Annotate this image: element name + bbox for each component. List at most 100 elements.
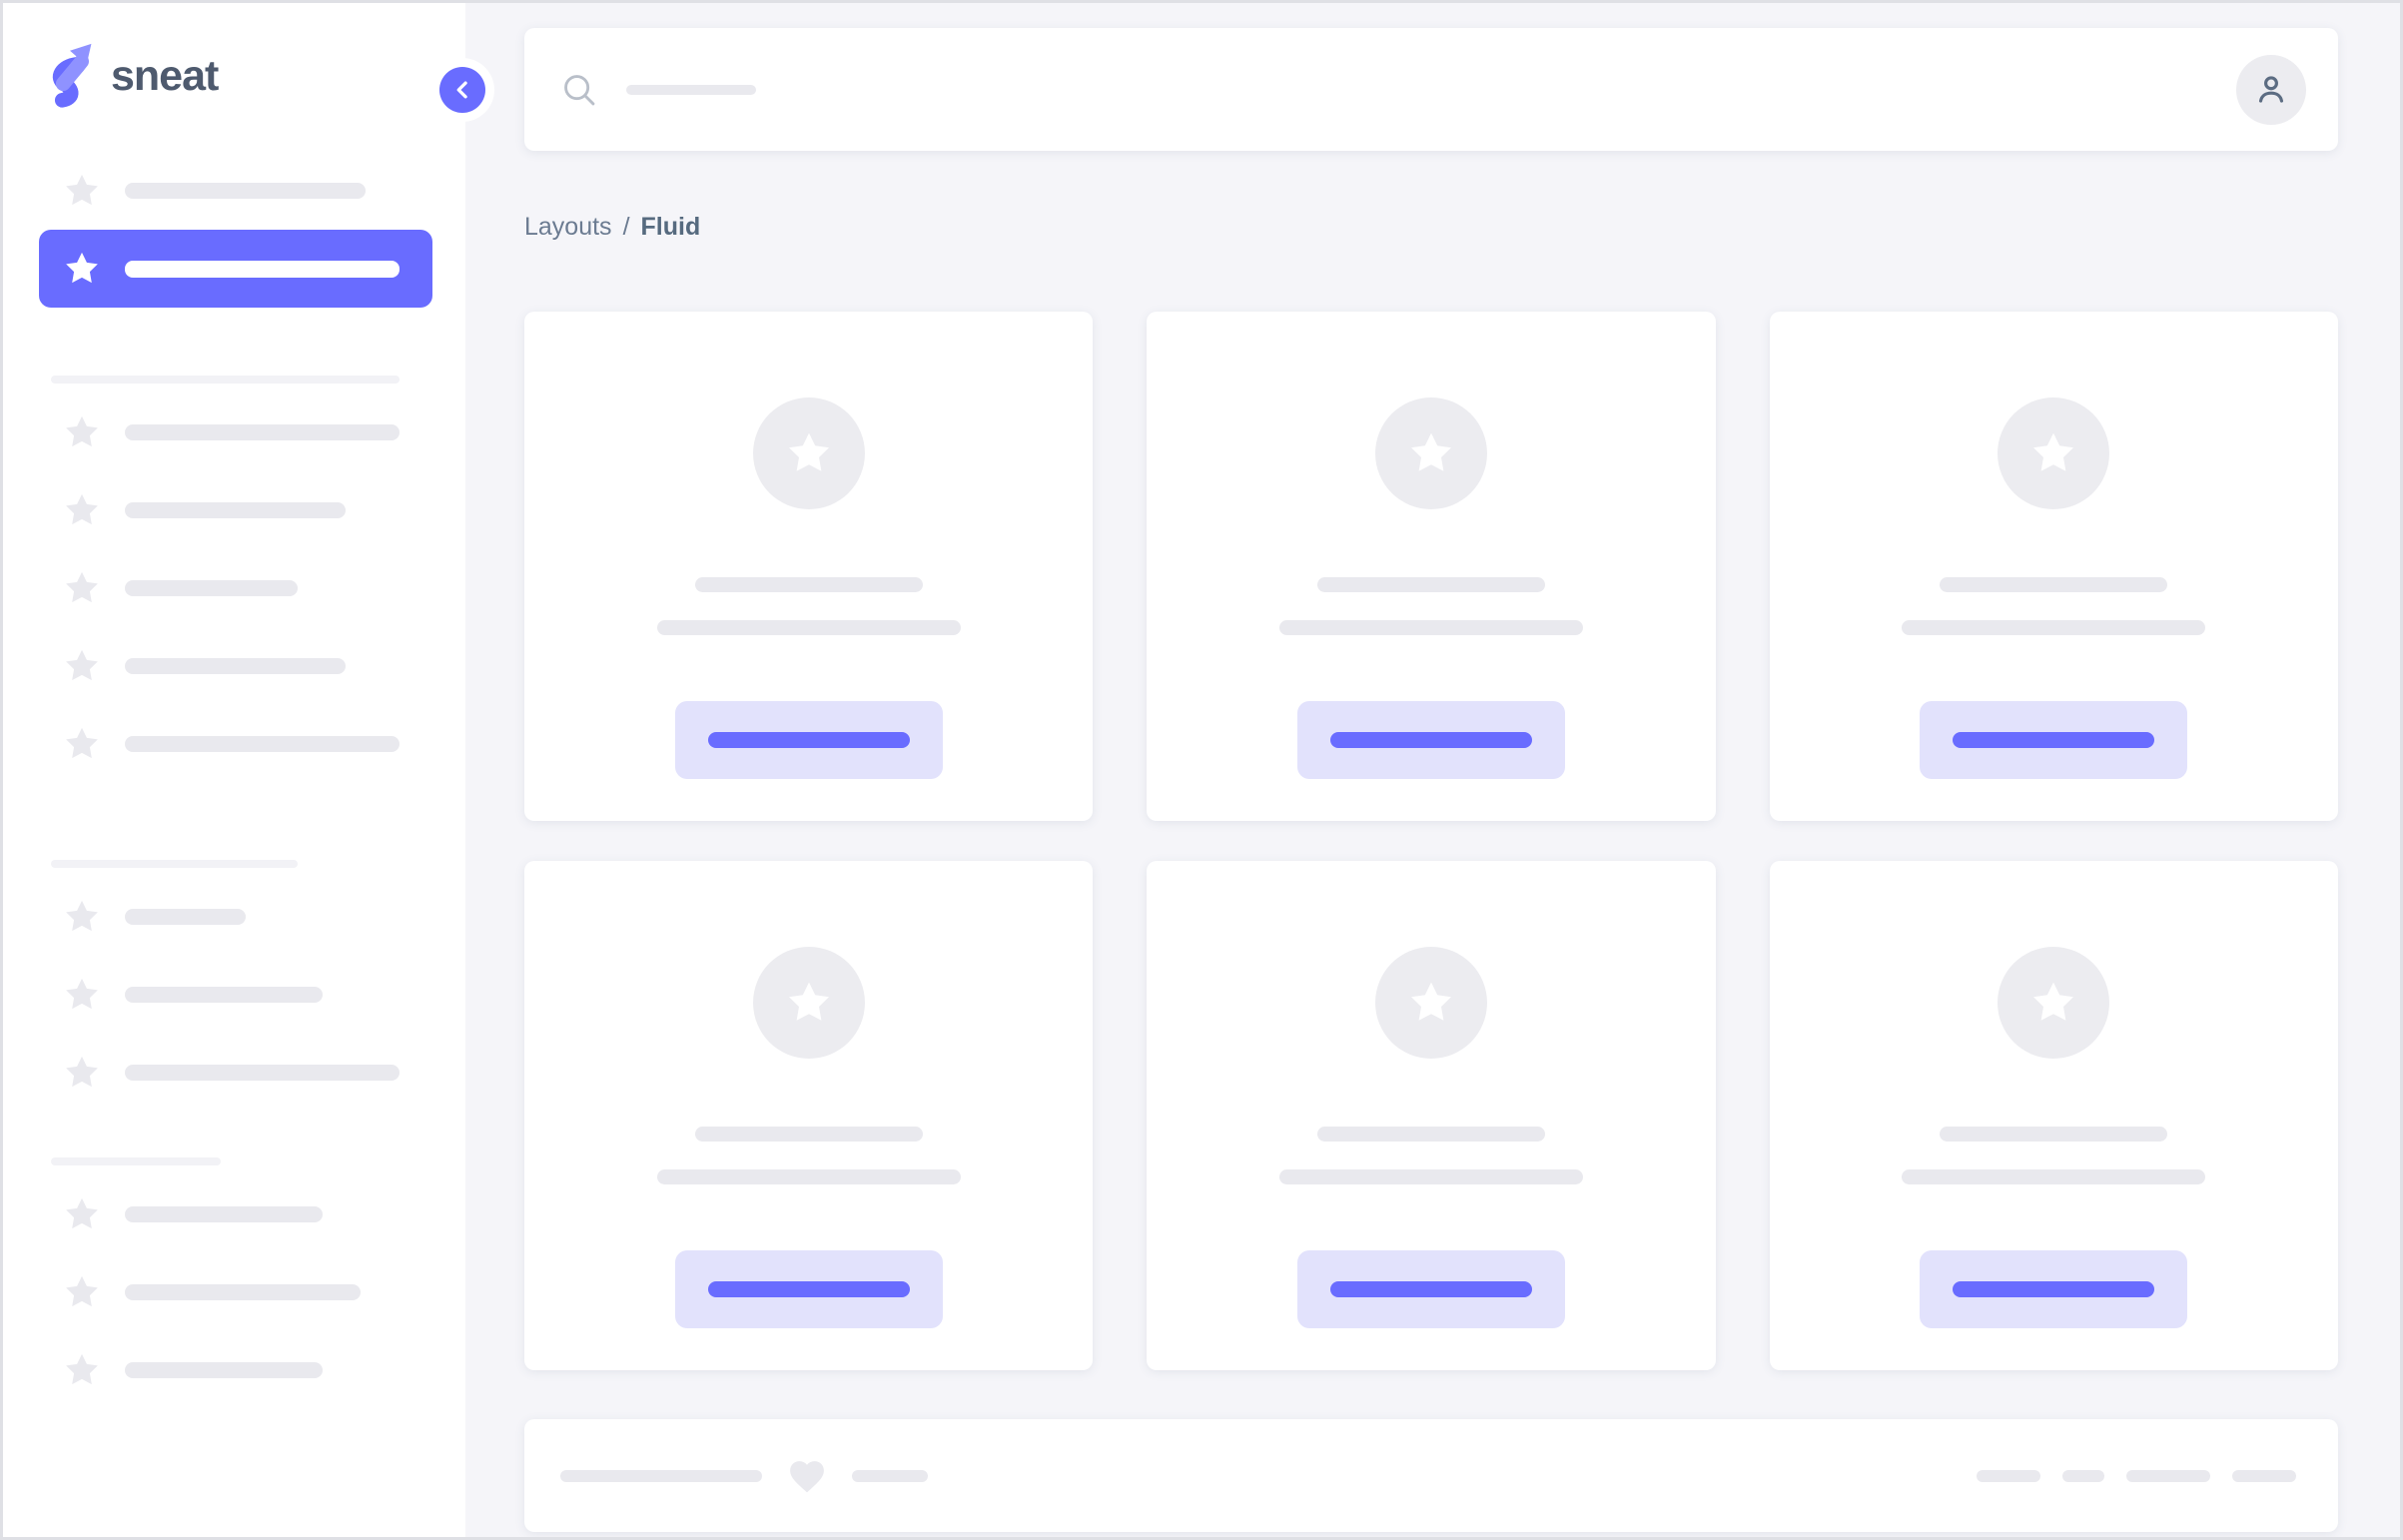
placeholder-card [1147, 312, 1716, 821]
breadcrumb-link-layouts[interactable]: Layouts [524, 213, 612, 241]
card-title-placeholder [1940, 577, 2168, 592]
sidebar-item[interactable] [3, 1175, 465, 1253]
star-icon [66, 1056, 98, 1088]
sidebar-item-label-placeholder [125, 658, 346, 674]
sidebar-item-label-placeholder [125, 1362, 323, 1378]
footer-placeholder-bar [2126, 1469, 2210, 1482]
star-icon [66, 1353, 98, 1385]
star-icon [66, 900, 98, 932]
card-grid [524, 312, 2338, 1370]
card-avatar-circle [1998, 397, 2110, 509]
sneat-logo-icon [52, 43, 92, 108]
breadcrumb-current-fluid: Fluid [640, 213, 701, 241]
card-subtitle-placeholder [1278, 1169, 1583, 1184]
sidebar-collapse-button[interactable] [439, 67, 485, 113]
sidebar-item-label-placeholder [125, 183, 366, 199]
heart-icon [790, 1460, 824, 1492]
card-title-placeholder [1316, 1127, 1545, 1142]
card-action-button[interactable] [1296, 1250, 1565, 1328]
breadcrumb-separator: / [622, 213, 630, 241]
card-avatar-circle [1374, 397, 1487, 509]
card-avatar-circle [752, 947, 865, 1059]
sidebar-item-label-placeholder [125, 502, 346, 518]
main-content: Layouts / Fluid [465, 3, 2400, 1537]
sidebar-item-label-placeholder [125, 260, 400, 278]
button-label-placeholder [1329, 732, 1532, 748]
search-field[interactable] [560, 71, 2236, 109]
placeholder-card [1769, 861, 2338, 1370]
placeholder-card [524, 312, 1094, 821]
sidebar-item[interactable] [3, 1331, 465, 1409]
card-title-placeholder [694, 577, 923, 592]
sidebar-menu-section [3, 152, 465, 308]
sidebar-item[interactable] [3, 956, 465, 1034]
brand-logo-text: sneat [111, 51, 219, 100]
user-avatar-button[interactable] [2236, 54, 2306, 125]
star-icon [66, 727, 98, 759]
sidebar-item[interactable] [3, 878, 465, 956]
sidebar-item[interactable] [3, 471, 465, 549]
card-action-button[interactable] [674, 701, 943, 779]
placeholder-card [1147, 861, 1716, 1370]
sidebar-item-label-placeholder [125, 1284, 361, 1300]
button-label-placeholder [707, 1281, 910, 1297]
placeholder-card [1769, 312, 2338, 821]
search-icon [564, 74, 595, 105]
brand-logo[interactable]: sneat [47, 40, 219, 112]
sidebar-menu-section [3, 376, 465, 783]
sidebar-item-label-placeholder [125, 580, 298, 596]
footer-placeholder-bar [2062, 1469, 2104, 1482]
card-subtitle-placeholder [1902, 1169, 2206, 1184]
card-title-placeholder [1940, 1127, 2168, 1142]
footer-card [524, 1419, 2338, 1532]
menu-section-divider [51, 860, 298, 868]
star-icon [1410, 432, 1451, 471]
sidebar-menu-section [3, 860, 465, 1112]
search-bar [524, 28, 2338, 151]
footer-right-group [1977, 1469, 2296, 1482]
sidebar-item[interactable] [3, 393, 465, 471]
card-action-button[interactable] [674, 1250, 943, 1328]
footer-placeholder-bar [560, 1469, 762, 1482]
sidebar-item-label-placeholder [125, 1206, 323, 1222]
button-label-placeholder [1329, 1281, 1532, 1297]
sidebar-item-label-placeholder [125, 987, 323, 1003]
star-icon [66, 252, 98, 284]
sidebar-item-label-placeholder [125, 424, 400, 440]
star-icon [66, 649, 98, 681]
sidebar-item[interactable] [3, 152, 465, 230]
star-icon [66, 493, 98, 525]
sidebar-item[interactable] [3, 627, 465, 705]
card-avatar-circle [1998, 947, 2110, 1059]
sidebar-item[interactable] [3, 1253, 465, 1331]
star-icon [66, 571, 98, 603]
sidebar-menu-section [3, 1157, 465, 1409]
sidebar-item[interactable] [3, 549, 465, 627]
star-icon [66, 978, 98, 1010]
placeholder-card [524, 861, 1094, 1370]
card-action-button[interactable] [1296, 701, 1565, 779]
card-subtitle-placeholder [1902, 620, 2206, 635]
sidebar-item[interactable] [3, 1034, 465, 1112]
sidebar-item[interactable] [3, 705, 465, 783]
footer-placeholder-bar [852, 1469, 928, 1482]
card-action-button[interactable] [1920, 701, 2188, 779]
footer-left-group [560, 1454, 928, 1498]
card-action-button[interactable] [1920, 1250, 2188, 1328]
card-avatar-circle [752, 397, 865, 509]
menu-section-divider [51, 1157, 221, 1165]
star-icon [66, 174, 98, 206]
sidebar-item-label-placeholder [125, 909, 246, 925]
button-label-placeholder [707, 732, 910, 748]
chevron-left-icon [456, 81, 467, 99]
sidebar: sneat [3, 3, 485, 1537]
star-icon [66, 415, 98, 447]
button-label-placeholder [1953, 1281, 2155, 1297]
star-icon [1410, 982, 1451, 1021]
sidebar-item-label-placeholder [125, 736, 400, 752]
sidebar-item-active[interactable] [39, 230, 432, 308]
footer-placeholder-bar [2232, 1469, 2296, 1482]
card-avatar-circle [1374, 947, 1487, 1059]
star-icon [788, 982, 829, 1021]
